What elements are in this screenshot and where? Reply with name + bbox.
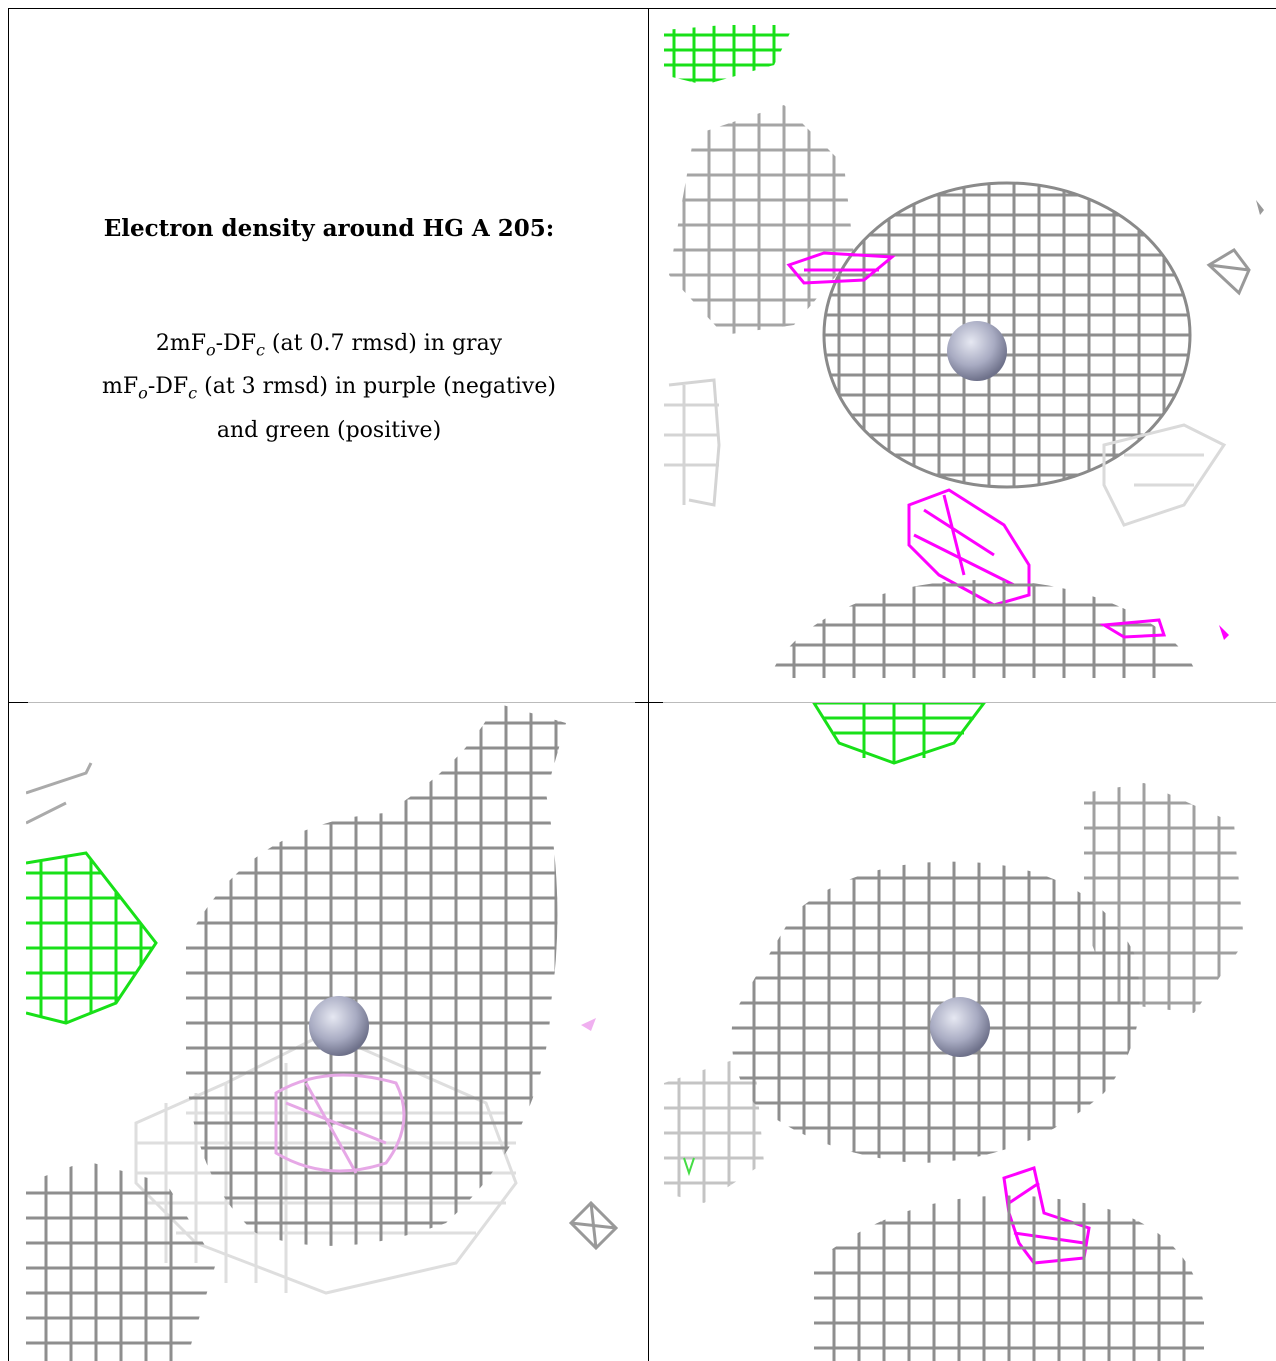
caption-line-2fofc: 2mFo-DFc (at 0.7 rmsd) in gray [155, 331, 503, 360]
table-border-middle [648, 8, 649, 1361]
electron-density-mesh-icon [664, 703, 1244, 1361]
table-border-left-lower [8, 703, 9, 1361]
density-view-bottom-right [664, 703, 1276, 1361]
caption-cell: Electron density around HG A 205: 2mFo-D… [10, 10, 648, 702]
caption-title: Electron density around HG A 205: [103, 215, 555, 242]
table-border-row-tick-left [8, 702, 28, 703]
table-border-left [8, 8, 9, 703]
electron-density-mesh-icon [664, 25, 1264, 678]
hg-atom-icon [309, 996, 369, 1056]
caption-body: 2mFo-DFc (at 0.7 rmsd) in gray mFo-DFc (… [10, 325, 648, 449]
hg-atom-icon [930, 997, 990, 1057]
caption-line-sign: and green (positive) [216, 417, 442, 443]
caption-line-fofc: mFo-DFc (at 3 rmsd) in purple (negative) [102, 374, 556, 403]
electron-density-mesh-icon [26, 703, 619, 1361]
table-border-row-tick-mid [635, 702, 663, 703]
density-view-top-right [664, 25, 1276, 678]
density-view-bottom-left [26, 703, 638, 1361]
table-border-top [8, 8, 1276, 9]
hg-atom-icon [947, 321, 1007, 381]
